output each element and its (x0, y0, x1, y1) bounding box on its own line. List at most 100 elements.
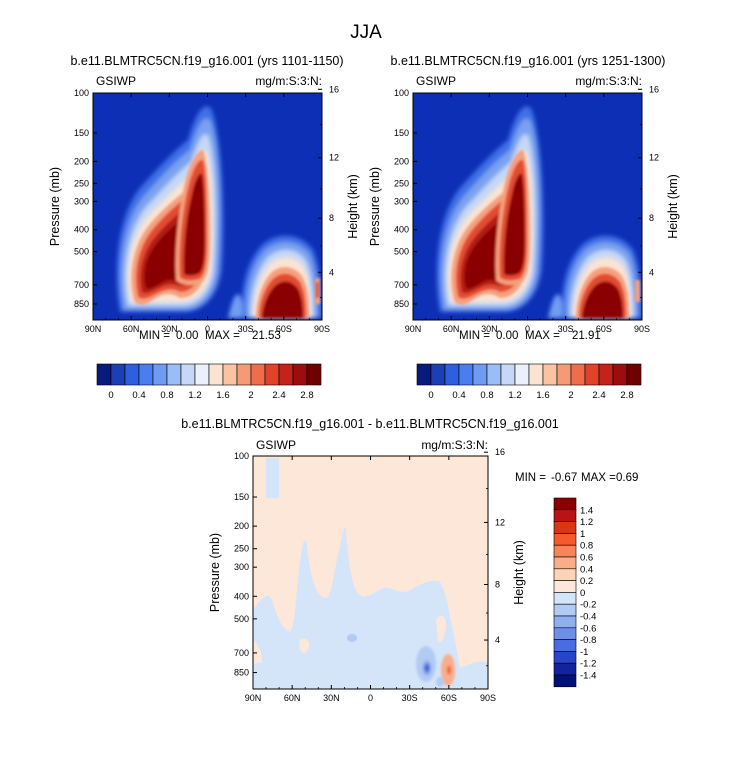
y-tick-label: 700 (394, 280, 409, 290)
colorbar-swatch (553, 627, 577, 640)
colorbar-swatch (570, 363, 586, 386)
x-tick-label: 30N (323, 693, 340, 703)
x-tick-label: 30S (238, 324, 254, 334)
y-tick-label: 250 (74, 178, 89, 188)
colorbar-swatch (472, 363, 488, 386)
y-tick-label: 300 (394, 196, 409, 206)
y2-tick-label: 4 (329, 267, 334, 277)
colorbar-swatch (556, 363, 572, 386)
colorbar-label: 2.8 (300, 390, 313, 401)
colorbar-swatch (626, 363, 642, 386)
colorbar-swatch (292, 363, 308, 386)
y2-tick-label: 16 (495, 447, 505, 457)
colorbar-swatch (553, 544, 577, 558)
colorbar-label: 1.2 (508, 390, 521, 401)
axes: 90N 60N 30N 0 30S 60S 90S 100 150 200 250 300 400 500… (208, 447, 526, 703)
y-tick-label: 200 (74, 156, 89, 166)
colorbar-swatch (542, 363, 558, 386)
panel-left: b.e11.BLMTRC5CN.f19_g16.001 (yrs 1101-11… (48, 54, 360, 334)
colorbar-label: 0 (580, 588, 585, 599)
colorbar-label: -0.8 (580, 635, 596, 646)
colorbar-swatch (416, 363, 432, 386)
colorbar-swatch (553, 603, 577, 617)
x-tick-label: 90S (634, 324, 650, 334)
colorbar-swatch (553, 568, 577, 581)
colorbar-label: 0.6 (580, 553, 593, 564)
x-tick-label: 0 (205, 324, 210, 334)
page-title: JJA (350, 22, 382, 43)
colorbar-swatch (138, 363, 154, 386)
y-tick-label: 200 (234, 521, 249, 531)
colorbar-swatch (264, 363, 280, 386)
y-tick-label: 200 (394, 156, 409, 166)
x-tick-label: 90N (245, 693, 262, 703)
y-tick-label: 100 (74, 88, 89, 98)
colorbar-label: -1.4 (580, 671, 596, 682)
axes: 90N 60N 30N 0 30S 60S 90S 100 150 200 250 300 400 500… (368, 84, 680, 334)
panel-units-label: mg/m:S:3:N: (575, 74, 642, 88)
colorbar-swatch (278, 363, 294, 386)
colorbar-swatch (553, 521, 577, 534)
colorbar-swatch (612, 363, 628, 386)
colorbar-label: 0.4 (580, 564, 593, 575)
y2-axis-title: Height (km) (346, 174, 360, 239)
max-value: 0.69 (616, 472, 638, 484)
x-tick-label: 0 (525, 324, 530, 334)
min-value: 0.00 (176, 330, 198, 342)
panel-left-label: GSIWP (416, 74, 456, 88)
colorbar-label: 2.8 (620, 390, 633, 401)
colorbar-swatch (430, 363, 446, 386)
colorbar-swatch (553, 615, 577, 629)
colorbar-swatch (553, 674, 577, 688)
y-tick-label: 700 (234, 648, 249, 658)
colorbar-swatch (444, 363, 460, 386)
min-label: MIN = (459, 330, 490, 342)
panel-title: b.e11.BLMTRC5CN.f19_g16.001 (yrs 1101-11… (70, 54, 343, 68)
colorbar-label: 1.2 (580, 517, 593, 528)
y2-tick-label: 16 (649, 84, 659, 94)
y2-tick-label: 8 (649, 213, 654, 223)
y2-tick-label: 4 (495, 635, 500, 645)
x-tick-label: 30N (481, 324, 498, 334)
y2-tick-label: 12 (329, 153, 339, 163)
panel-title: b.e11.BLMTRC5CN.f19_g16.001 - b.e11.BLMT… (181, 417, 559, 431)
y-tick-label: 850 (74, 299, 89, 309)
colorbar-label: 0 (108, 390, 113, 401)
x-tick-label: 60S (276, 324, 292, 334)
x-tick-label: 30S (402, 693, 418, 703)
y-tick-label: 250 (234, 544, 249, 554)
colorbar-swatch (250, 363, 266, 386)
x-tick-label: 30N (161, 324, 178, 334)
max-label: MAX = (525, 330, 560, 342)
colorbar-swatch (152, 363, 168, 386)
colorbar-swatch (500, 363, 516, 386)
colorbar-swatch (553, 662, 577, 676)
x-tick-label: 90S (480, 693, 496, 703)
colorbar-swatch (486, 363, 502, 386)
panel-left-label: GSIWP (96, 74, 136, 88)
colorbar-swatch (553, 580, 577, 593)
colorbar-label: -0.2 (580, 600, 596, 611)
colorbar-label: 1 (580, 529, 585, 540)
y-tick-label: 150 (234, 492, 249, 502)
min-value: -0.67 (551, 472, 577, 484)
y2-tick-label: 12 (649, 153, 659, 163)
colorbar-right: 0 0.4 0.8 1.2 1.6 2 2.4 2.8 (416, 363, 642, 401)
field-plot (413, 93, 642, 320)
axes: 90N 60N 30N 0 30S 60S 90S 100 150 200 250 300 400 500… (48, 84, 360, 334)
y-tick-label: 300 (234, 562, 249, 572)
colorbar-label: 0.8 (480, 390, 493, 401)
x-tick-label: 60S (441, 693, 457, 703)
colorbar-label: 2 (568, 390, 573, 401)
y-tick-label: 400 (74, 225, 89, 235)
colorbar-left: 0 0.4 0.8 1.2 1.6 2 2.4 2.8 (96, 363, 322, 401)
x-tick-label: 60S (596, 324, 612, 334)
y-tick-label: 700 (74, 280, 89, 290)
panel-units-label: mg/m:S:3:N: (421, 438, 488, 452)
colorbar-label: -0.4 (580, 612, 596, 623)
panel-right: b.e11.BLMTRC5CN.f19_g16.001 (yrs 1251-13… (368, 54, 680, 334)
max-label: MAX = (581, 472, 616, 484)
max-label: MAX = (205, 330, 240, 342)
y-tick-label: 500 (74, 247, 89, 257)
min-label: MIN = (139, 330, 170, 342)
